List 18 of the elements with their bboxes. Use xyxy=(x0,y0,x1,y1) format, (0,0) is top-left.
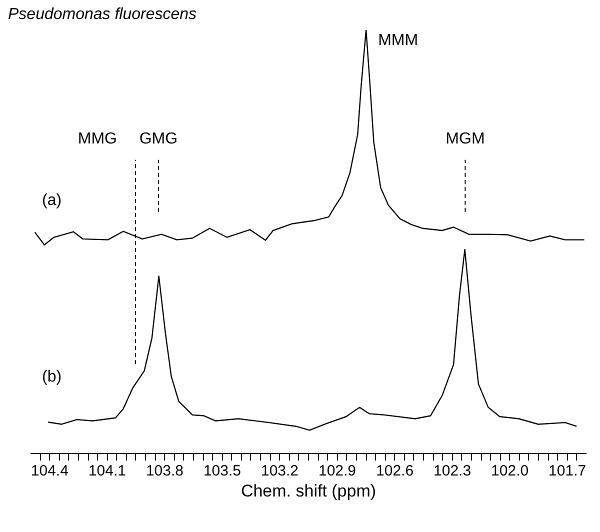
x-tick-label: 102.6 xyxy=(376,462,414,480)
x-tick-label: 102.0 xyxy=(491,462,529,480)
x-tick-label: 101.7 xyxy=(548,462,586,480)
x-tick-label: 104.1 xyxy=(88,462,126,480)
ref-line-label: MGM xyxy=(446,130,485,148)
annotation: MMM xyxy=(378,32,418,49)
chart-title: Pseudomonas fluorescens xyxy=(8,6,197,23)
x-tick-label: 102.9 xyxy=(318,462,356,480)
ref-line-label: GMG xyxy=(139,130,178,148)
x-tick-label: 103.5 xyxy=(203,462,241,480)
annotation: (a) xyxy=(42,192,62,210)
ref-line-label: MMG xyxy=(78,130,118,148)
annotation: (b) xyxy=(42,368,62,386)
x-tick-label: 103.8 xyxy=(146,462,184,480)
x-tick-label: 103.2 xyxy=(260,462,299,480)
x-tick-label: 102.3 xyxy=(434,462,472,480)
x-axis-title: Chem. shift (ppm) xyxy=(240,482,376,500)
x-tick-label: 104.4 xyxy=(30,462,68,480)
